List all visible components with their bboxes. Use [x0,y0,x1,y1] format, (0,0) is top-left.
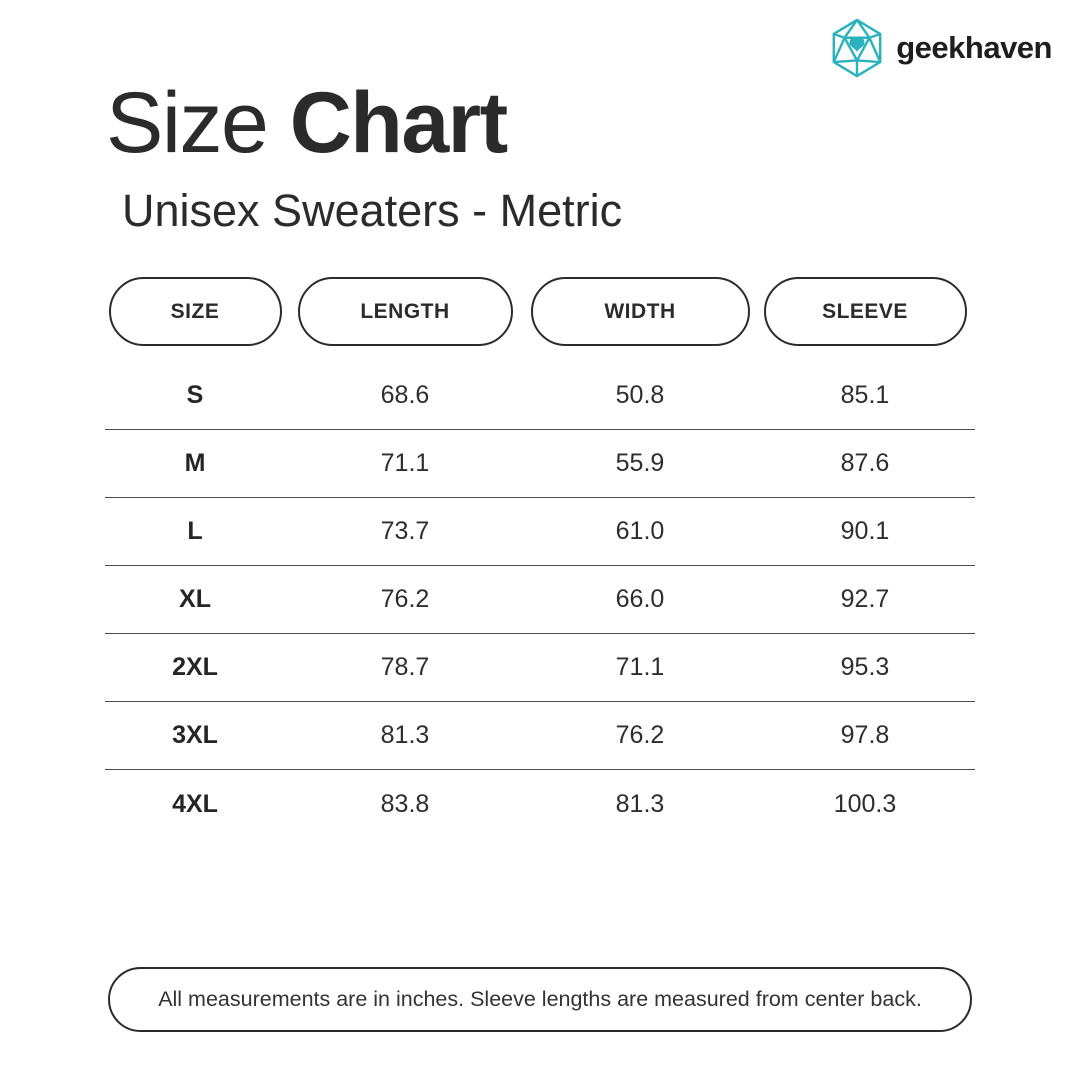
d20-heart-icon [832,18,882,78]
table-row-2xl: 2XL 78.7 71.1 95.3 [105,634,975,702]
page-title-regular: Size [106,75,290,171]
heart-icon [849,37,865,52]
brand-logo: geekhaven [830,18,1052,78]
cell-width: 71.1 [615,653,665,681]
cell-length: 83.8 [380,789,430,818]
page-subtitle: Unisex Sweaters - Metric [122,185,623,236]
cell-width: 76.2 [615,721,665,749]
table-body: S 68.6 50.8 85.1 M 71.1 55.9 87.6 L 73.7… [105,362,975,838]
cell-sleeve: 87.6 [840,449,890,477]
header-pill-width: WIDTH [530,277,750,346]
cell-width: 81.3 [615,789,665,818]
header-cell-size: SIZE [105,277,285,346]
cell-width: 55.9 [615,449,665,477]
header-cell-length: LENGTH [285,277,525,346]
cell-width: 61.0 [615,517,665,545]
footer-note-text: All measurements are in inches. Sleeve l… [158,987,922,1011]
footer-note-pill: All measurements are in inches. Sleeve l… [108,967,972,1032]
cell-size: M [184,449,206,477]
page-title-bold: Chart [289,75,509,171]
page-title: Size Chart [106,80,508,166]
table-row-m: M 71.1 55.9 87.6 [105,430,975,498]
cell-length: 76.2 [380,585,430,613]
cell-sleeve: 100.3 [833,789,897,818]
cell-sleeve: 92.7 [840,585,890,613]
cell-size: S [186,381,204,409]
header-pill-sleeve: SLEEVE [763,277,967,346]
brand-name: geekhaven [896,30,1052,65]
header-pill-size: SIZE [108,277,282,346]
header-pill-length: LENGTH [297,277,513,346]
cell-length: 71.1 [380,449,430,477]
cell-size: 2XL [172,653,218,681]
cell-size: XL [179,585,211,613]
cell-size: 4XL [172,789,218,818]
cell-sleeve: 85.1 [840,381,890,409]
header-cell-width: WIDTH [525,277,755,346]
cell-size: L [187,517,203,545]
cell-width: 66.0 [615,585,665,613]
size-table: SIZE LENGTH WIDTH SLEEVE S 68.6 50.8 85.… [105,277,975,838]
table-row-xl: XL 76.2 66.0 92.7 [105,566,975,634]
cell-length: 78.7 [380,653,430,681]
table-row-3xl: 3XL 81.3 76.2 97.8 [105,702,975,770]
cell-length: 68.6 [380,381,430,409]
cell-sleeve: 97.8 [840,721,890,749]
header-cell-sleeve: SLEEVE [755,277,975,346]
table-header-row: SIZE LENGTH WIDTH SLEEVE [105,277,975,346]
cell-length: 73.7 [380,517,430,545]
table-row-s: S 68.6 50.8 85.1 [105,362,975,430]
cell-sleeve: 95.3 [840,653,890,681]
cell-sleeve: 90.1 [840,517,890,545]
cell-size: 3XL [172,721,218,749]
table-row-l: L 73.7 61.0 90.1 [105,498,975,566]
cell-width: 50.8 [615,381,665,409]
table-row-4xl: 4XL 83.8 81.3 100.3 [105,770,975,838]
cell-length: 81.3 [380,721,430,749]
